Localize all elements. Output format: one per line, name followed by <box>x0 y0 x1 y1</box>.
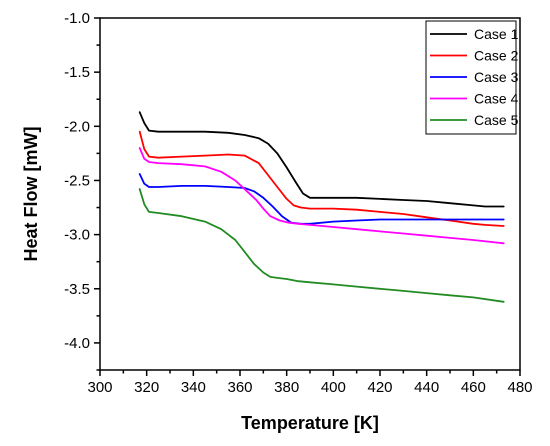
x-tick-label: 400 <box>321 379 346 396</box>
x-tick-label: 340 <box>181 379 206 396</box>
x-tick-label: 300 <box>87 379 112 396</box>
y-tick-label: -1.0 <box>64 10 90 27</box>
x-tick-label: 480 <box>507 379 532 396</box>
x-tick-label: 380 <box>274 379 299 396</box>
y-tick-label: -2.5 <box>64 172 90 189</box>
legend-label-4: Case 4 <box>474 91 519 107</box>
y-axis: -1.0 -1.5 -2.0 -2.5 -3.0 -3.5 -4.0 <box>64 10 100 371</box>
legend-label-2: Case 2 <box>474 48 519 64</box>
y-axis-title: Heat Flow [mW] <box>21 127 41 262</box>
series-line-5 <box>138 188 505 303</box>
series-line-3 <box>138 173 505 225</box>
x-axis: 300 320 340 360 380 400 420 440 460 480 <box>87 370 533 396</box>
x-tick-label: 420 <box>367 379 392 396</box>
x-tick-label: 320 <box>134 379 159 396</box>
x-tick-label: 360 <box>227 379 252 396</box>
legend-label-3: Case 3 <box>474 69 519 85</box>
series-line-4 <box>138 147 505 245</box>
y-tick-label: -2.0 <box>64 118 90 135</box>
legend-label-1: Case 1 <box>474 26 519 42</box>
legend-label-5: Case 5 <box>474 112 519 128</box>
y-tick-label: -4.0 <box>64 335 90 352</box>
series-line-1 <box>138 111 505 208</box>
legend: Case 1 Case 2 Case 3 Case 4 Case 5 <box>425 20 519 135</box>
series-layer <box>138 111 505 303</box>
y-tick-label: -3.0 <box>64 227 90 244</box>
x-tick-label: 440 <box>414 379 439 396</box>
y-tick-label: -1.5 <box>64 64 90 81</box>
x-tick-label: 460 <box>461 379 486 396</box>
x-axis-title: Temperature [K] <box>241 413 379 433</box>
series-line-2 <box>138 130 505 227</box>
y-tick-label: -3.5 <box>64 281 90 298</box>
